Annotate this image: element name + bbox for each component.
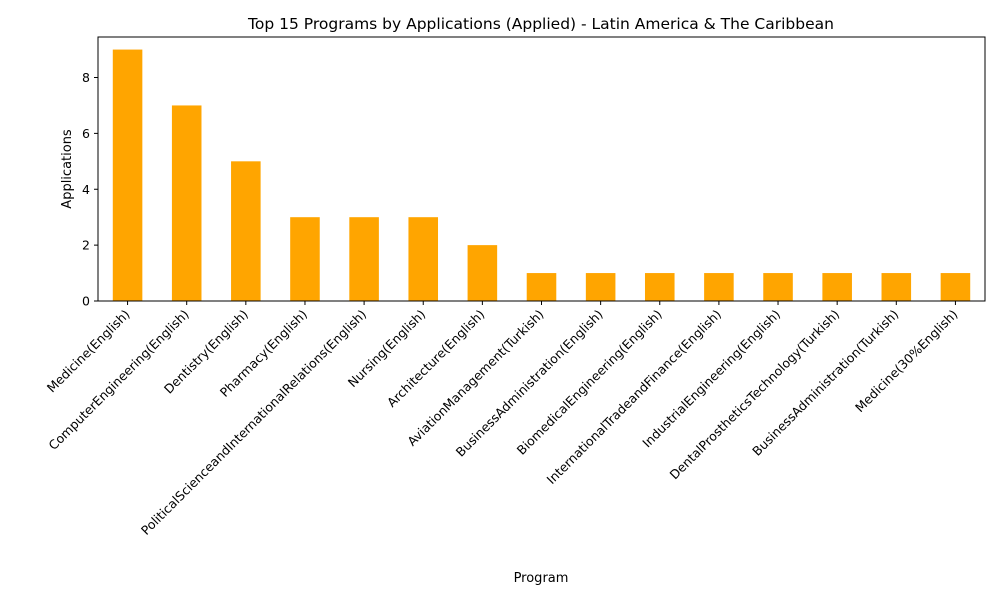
bar-9	[644, 273, 675, 301]
y-tick-label: 0	[82, 294, 90, 309]
chart-title: Top 15 Programs by Applications (Applied…	[247, 15, 834, 33]
bar-7	[526, 273, 557, 301]
bar-4	[349, 217, 379, 301]
y-axis: 0 2 4 6 8	[82, 70, 98, 309]
plot-frame	[97, 36, 986, 302]
bar-6	[467, 245, 498, 301]
bar-2	[231, 161, 261, 301]
bar-0	[112, 49, 143, 302]
x-tick-label: Medicine(30%English)	[852, 307, 961, 416]
bars-group	[112, 49, 971, 302]
bar-5	[408, 217, 439, 301]
x-axis-label: Program	[514, 571, 569, 586]
bar-11	[763, 273, 793, 301]
bar-13	[881, 273, 912, 301]
y-tick-label: 2	[82, 238, 90, 253]
x-tick-label: Architecture(English)	[384, 307, 488, 411]
bar-14	[940, 273, 971, 301]
x-tick-label: PoliticalScienceandInternationalRelation…	[138, 307, 369, 538]
bar-8	[585, 273, 616, 301]
y-axis-label: Applications	[60, 129, 75, 209]
x-axis: Medicine(English)ComputerEngineering(Eng…	[44, 301, 961, 538]
bar-10	[704, 273, 734, 301]
y-tick-label: 4	[82, 182, 90, 197]
y-tick-label: 6	[82, 126, 90, 141]
y-tick-label: 8	[82, 70, 90, 85]
bar-12	[822, 273, 852, 301]
bar-3	[290, 217, 320, 301]
bar-1	[171, 105, 202, 301]
